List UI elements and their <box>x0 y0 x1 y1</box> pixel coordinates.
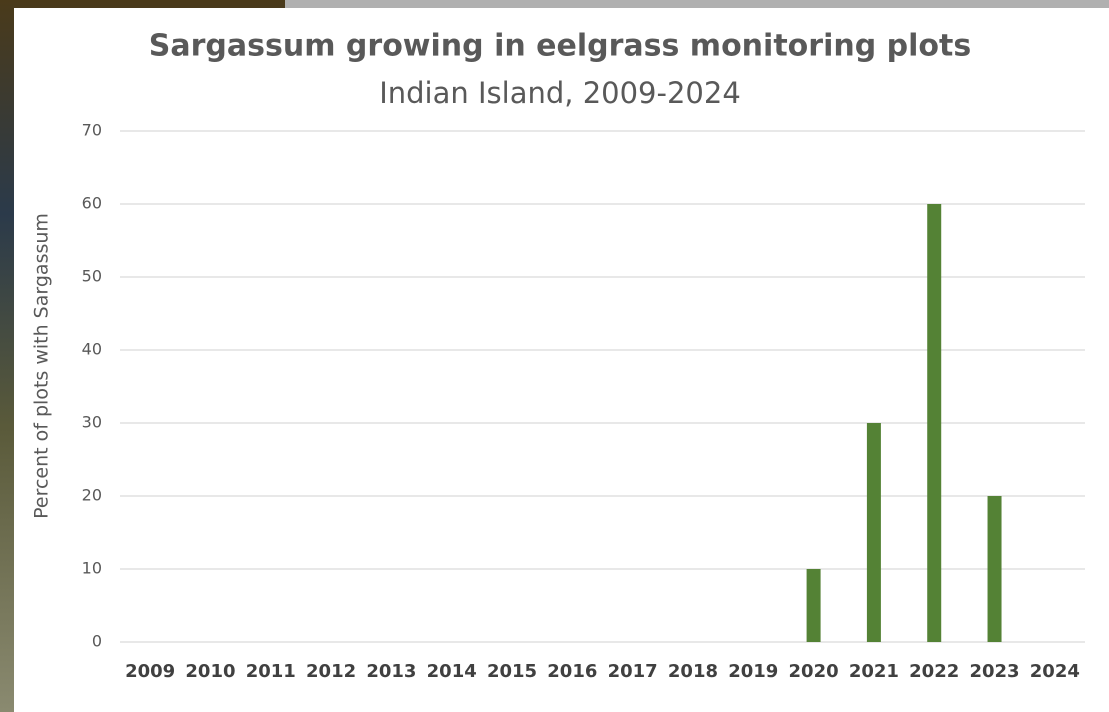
x-tick-label: 2024 <box>1030 661 1080 682</box>
y-tick-label: 50 <box>82 267 102 286</box>
bar <box>927 204 942 642</box>
x-tick-label: 2018 <box>668 661 718 682</box>
y-tick-label: 10 <box>82 559 102 578</box>
x-tick-label: 2009 <box>125 661 175 682</box>
x-tick-label: 2010 <box>185 661 235 682</box>
y-tick-label: 20 <box>82 486 102 505</box>
x-tick-label: 2011 <box>246 661 296 682</box>
bar <box>987 496 1002 642</box>
x-tick-label: 2013 <box>366 661 416 682</box>
x-tick-label: 2014 <box>427 661 477 682</box>
x-tick-label: 2023 <box>969 661 1019 682</box>
chart-panel <box>14 8 1109 712</box>
bar <box>806 569 821 642</box>
background-strip <box>285 0 1109 8</box>
x-tick-label: 2019 <box>728 661 778 682</box>
y-tick-label: 40 <box>82 340 102 359</box>
x-tick-label: 2020 <box>789 661 839 682</box>
x-tick-label: 2021 <box>849 661 899 682</box>
y-tick-label: 60 <box>82 194 102 213</box>
y-tick-label: 0 <box>92 632 102 651</box>
chart-title: Sargassum growing in eelgrass monitoring… <box>149 29 971 64</box>
bar <box>866 423 881 642</box>
x-tick-label: 2016 <box>547 661 597 682</box>
y-tick-label: 30 <box>82 413 102 432</box>
y-tick-label: 70 <box>82 121 102 140</box>
y-axis-label: Percent of plots with Sargassum <box>31 213 53 519</box>
x-tick-label: 2022 <box>909 661 959 682</box>
x-tick-label: 2012 <box>306 661 356 682</box>
x-tick-label: 2015 <box>487 661 537 682</box>
chart-subtitle: Indian Island, 2009-2024 <box>379 76 741 110</box>
x-tick-label: 2017 <box>608 661 658 682</box>
